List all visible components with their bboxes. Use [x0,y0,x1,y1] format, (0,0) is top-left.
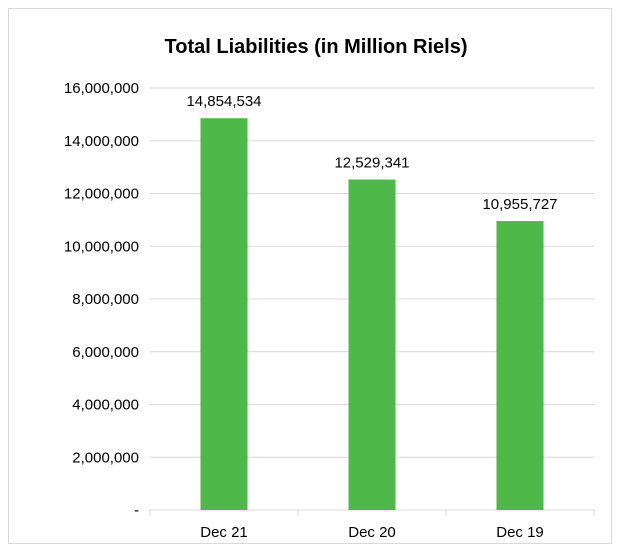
y-tick-label: 6,000,000 [72,344,139,361]
data-label: 14,854,534 [186,93,261,110]
x-tick-label: Dec 21 [200,524,248,541]
x-tick-label: Dec 20 [348,524,396,541]
y-tick-label: - [134,502,139,519]
y-tick-label: 12,000,000 [64,186,139,203]
x-tick-label: Dec 19 [496,524,544,541]
data-label: 12,529,341 [334,155,409,172]
y-tick-label: 16,000,000 [64,80,139,97]
y-tick-label: 2,000,000 [72,449,139,466]
y-tick-label: 10,000,000 [64,238,139,255]
bar [348,179,396,510]
data-label: 10,955,727 [482,196,557,213]
chart-title: Total Liabilities (in Million Riels) [165,36,468,58]
y-tick-label: 8,000,000 [72,291,139,308]
y-tick-label: 14,000,000 [64,133,139,150]
bar [200,118,248,510]
y-tick-label: 4,000,000 [72,397,139,414]
bar [496,221,544,510]
